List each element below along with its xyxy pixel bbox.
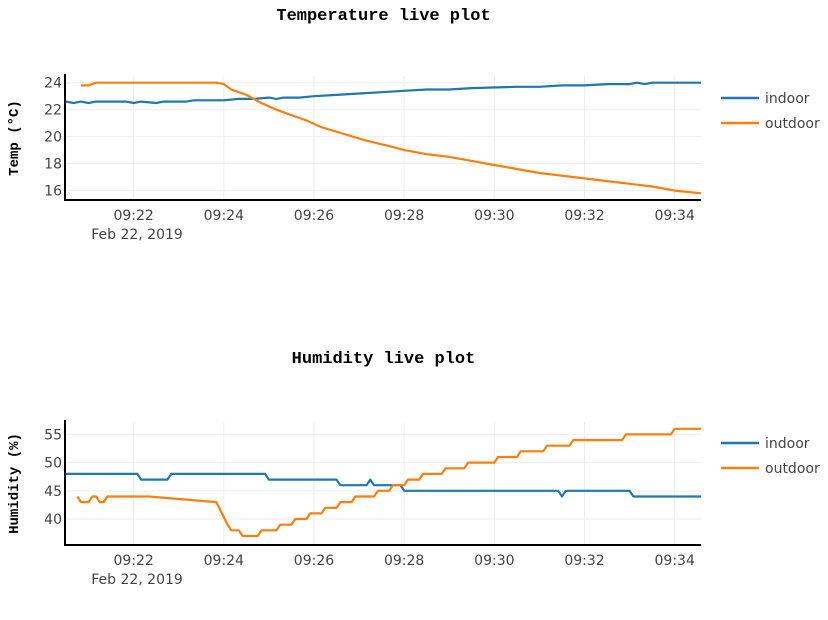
date-label: Feb 22, 2019 [91, 227, 183, 243]
x-tick-label: 09:22 [113, 553, 153, 569]
series-line-indoor [66, 472, 701, 498]
y-tick-label: 20 [44, 130, 62, 146]
y-axis-label: Temp (°C) [7, 100, 23, 176]
y-tick-label: 45 [44, 484, 62, 500]
legend-label: indoor [765, 436, 810, 452]
x-tick-label: 09:30 [474, 553, 514, 569]
y-tick-label: 18 [44, 157, 62, 173]
series-line-outdoor [81, 81, 702, 195]
chart-title: Humidity live plot [292, 350, 476, 369]
x-tick-label: 09:24 [204, 208, 244, 224]
series-line-outdoor [76, 427, 701, 538]
y-axis-label: Humidity (%) [7, 433, 23, 534]
y-tick-label: 40 [44, 512, 62, 528]
legend-item-indoor[interactable]: indoor [721, 91, 810, 107]
date-label: Feb 22, 2019 [91, 572, 183, 588]
legend-label: outdoor [765, 116, 820, 132]
y-tick-label: 16 [44, 184, 62, 200]
y-tick-label: 50 [44, 456, 62, 472]
x-tick-label: 09:30 [474, 208, 514, 224]
legend-item-outdoor[interactable]: outdoor [721, 116, 820, 132]
y-tick-label: 55 [44, 427, 62, 443]
temperature-chart: Temperature live plot 16 18 20 22 24 09:22 09:2… [7, 7, 820, 243]
legend-item-outdoor[interactable]: outdoor [721, 461, 820, 477]
x-tick-label: 09:34 [655, 553, 695, 569]
y-tick-label: 24 [44, 76, 62, 92]
series-line-indoor [65, 81, 701, 105]
legend-label: indoor [765, 91, 810, 107]
chart-title: Temperature live plot [276, 7, 490, 26]
x-tick-label: 09:28 [384, 553, 424, 569]
x-tick-label: 09:26 [294, 553, 334, 569]
x-tick-label: 09:28 [384, 208, 424, 224]
x-tick-label: 09:32 [564, 553, 604, 569]
legend-item-indoor[interactable]: indoor [721, 436, 810, 452]
y-tick-label: 22 [44, 103, 62, 119]
x-tick-label: 09:24 [204, 553, 244, 569]
x-tick-label: 09:26 [294, 208, 334, 224]
legend-label: outdoor [765, 461, 820, 477]
humidity-chart: Humidity live plot 40 45 50 55 09:22 09:24 09:2… [7, 350, 820, 588]
x-tick-label: 09:32 [564, 208, 604, 224]
x-tick-label: 09:34 [655, 208, 695, 224]
x-tick-label: 09:22 [113, 208, 153, 224]
